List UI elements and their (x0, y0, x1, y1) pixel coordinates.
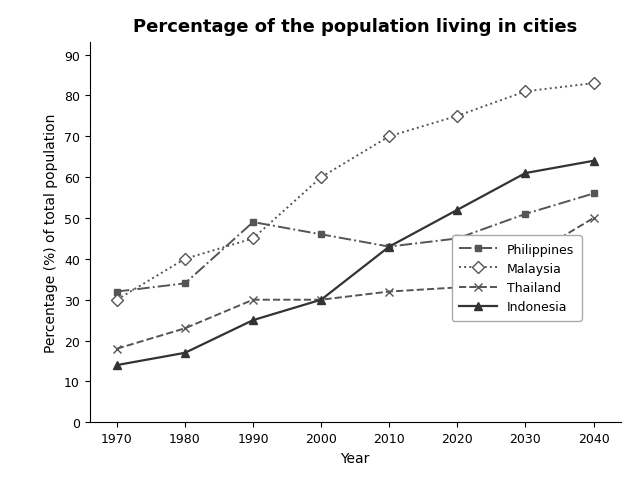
Malaysia (589, 81, 597, 87)
Indonesia (589, 158, 597, 164)
Line: Indonesia: Indonesia (113, 157, 598, 370)
Indonesia (385, 244, 393, 250)
Philippines (522, 212, 529, 217)
Indonesia (522, 171, 529, 177)
Thailand (454, 285, 461, 291)
Philippines (589, 191, 597, 197)
Indonesia (454, 207, 461, 213)
Line: Thailand: Thailand (113, 215, 598, 353)
Title: Percentage of the population living in cities: Percentage of the population living in c… (133, 18, 577, 36)
Malaysia (113, 297, 121, 303)
Malaysia (522, 89, 529, 95)
Malaysia (454, 114, 461, 120)
Malaysia (181, 256, 189, 262)
X-axis label: Year: Year (340, 451, 370, 465)
Line: Malaysia: Malaysia (113, 80, 598, 304)
Thailand (385, 289, 393, 295)
Indonesia (113, 362, 121, 368)
Thailand (181, 326, 189, 332)
Philippines (454, 236, 461, 242)
Thailand (113, 346, 121, 352)
Philippines (181, 281, 189, 287)
Y-axis label: Percentage (%) of total population: Percentage (%) of total population (44, 113, 58, 352)
Philippines (385, 244, 393, 250)
Philippines (113, 289, 121, 295)
Thailand (522, 256, 529, 262)
Malaysia (385, 134, 393, 140)
Indonesia (249, 318, 257, 324)
Line: Philippines: Philippines (113, 191, 597, 295)
Indonesia (317, 297, 325, 303)
Thailand (589, 216, 597, 221)
Indonesia (181, 350, 189, 356)
Thailand (249, 297, 257, 303)
Malaysia (249, 236, 257, 242)
Philippines (249, 220, 257, 226)
Philippines (317, 232, 325, 238)
Thailand (317, 297, 325, 303)
Malaysia (317, 175, 325, 180)
Legend: Philippines, Malaysia, Thailand, Indonesia: Philippines, Malaysia, Thailand, Indones… (452, 236, 582, 321)
